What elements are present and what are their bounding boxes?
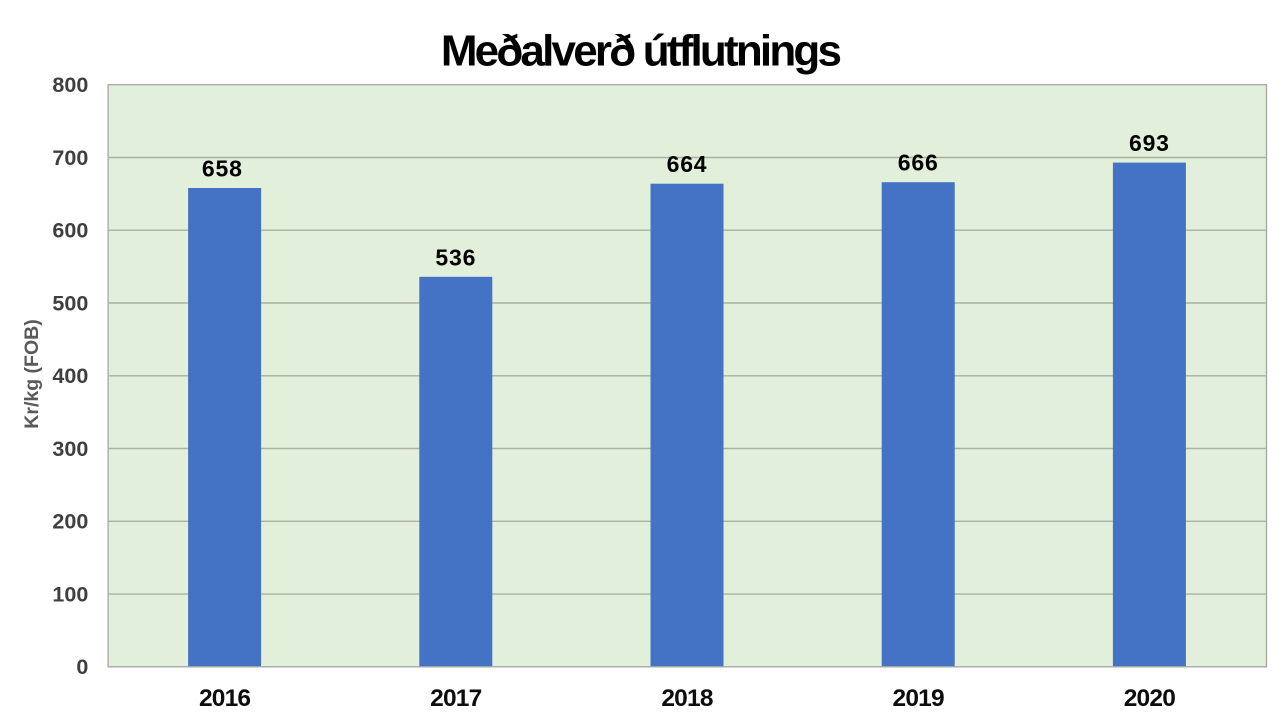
svg-text:0: 0 bbox=[76, 655, 88, 679]
svg-text:700: 700 bbox=[52, 146, 88, 170]
svg-text:200: 200 bbox=[52, 510, 88, 534]
svg-text:800: 800 bbox=[52, 73, 88, 97]
svg-text:2018: 2018 bbox=[661, 685, 712, 712]
svg-text:600: 600 bbox=[52, 219, 88, 243]
svg-text:664: 664 bbox=[667, 151, 708, 177]
svg-text:100: 100 bbox=[52, 582, 88, 606]
svg-text:2016: 2016 bbox=[199, 685, 250, 712]
svg-text:Kr/kg (FOB): Kr/kg (FOB) bbox=[21, 319, 43, 428]
svg-text:Meðalverð útflutnings: Meðalverð útflutnings bbox=[441, 27, 841, 76]
svg-text:2020: 2020 bbox=[1124, 685, 1175, 712]
svg-text:666: 666 bbox=[898, 150, 939, 176]
svg-text:658: 658 bbox=[202, 156, 243, 182]
svg-text:536: 536 bbox=[435, 244, 476, 270]
svg-text:2017: 2017 bbox=[430, 685, 481, 712]
svg-text:693: 693 bbox=[1129, 130, 1170, 156]
svg-text:300: 300 bbox=[52, 437, 88, 461]
svg-text:500: 500 bbox=[52, 291, 88, 315]
svg-text:2019: 2019 bbox=[893, 685, 944, 712]
svg-text:400: 400 bbox=[52, 364, 88, 388]
